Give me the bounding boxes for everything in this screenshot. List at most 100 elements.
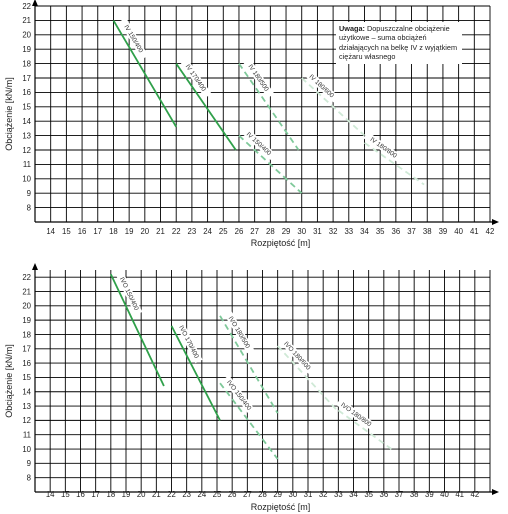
series-label-bg xyxy=(224,311,254,354)
y-tick-label: 21 xyxy=(22,16,31,25)
series-line xyxy=(219,382,279,460)
x-tick-label: 37 xyxy=(407,227,416,236)
y-tick-label: 18 xyxy=(22,330,31,339)
y-tick-label: 15 xyxy=(22,373,31,382)
x-tick-label: 36 xyxy=(392,227,401,236)
y-tick-label: 11 xyxy=(23,431,31,440)
x-tick-label: 18 xyxy=(106,490,115,499)
x-tick-label: 21 xyxy=(152,490,161,499)
note-title: Uwaga: xyxy=(339,24,365,33)
series-line xyxy=(238,63,300,151)
x-tick-label: 40 xyxy=(440,490,449,499)
series-line xyxy=(337,409,392,450)
x-tick-label: 41 xyxy=(470,227,479,236)
x-axis-arrow xyxy=(492,219,499,225)
x-tick-label: 27 xyxy=(243,490,252,499)
x-tick-label: 36 xyxy=(379,490,388,499)
series-label-bg xyxy=(179,57,212,99)
x-tick-label: 38 xyxy=(410,490,419,499)
x-tick-label: 39 xyxy=(439,227,448,236)
y-tick-label: 13 xyxy=(22,131,31,140)
y-tick-label: 16 xyxy=(22,88,31,97)
series-label-bg xyxy=(363,131,404,164)
x-tick-label: 21 xyxy=(156,227,165,236)
series-line xyxy=(219,315,279,414)
x-tick-label: 24 xyxy=(197,490,206,499)
x-axis-arrow xyxy=(492,489,499,495)
x-tick-labels: 14 15 16 17 18 19 20 21 22 23 24 25 26 27 28 29 30 31 32 33… xyxy=(46,490,479,499)
y-tick-label: 8 xyxy=(27,473,31,482)
x-tick-label: 28 xyxy=(266,227,275,236)
y-tick-label: 9 xyxy=(27,189,31,198)
x-tick-label: 24 xyxy=(203,227,212,236)
series-label-bg xyxy=(116,272,143,316)
x-tick-label: 40 xyxy=(454,227,463,236)
y-tick-label: 16 xyxy=(22,359,31,368)
y-tick-label: 13 xyxy=(22,402,31,411)
series-label-bg xyxy=(239,125,278,162)
y-tick-labels: 8 9 10 11 12 13 14 15 16 17 18 19 20 21 22 xyxy=(22,2,31,213)
x-tick-label: 33 xyxy=(344,227,353,236)
x-tick-label: 20 xyxy=(140,227,149,236)
x-tick-label: 15 xyxy=(61,490,70,499)
series-label-bg xyxy=(279,336,316,375)
x-tick-label: 19 xyxy=(125,227,134,236)
y-axis-label: Obciążenie [kN/m] xyxy=(4,77,14,151)
x-tick-label: 18 xyxy=(109,227,118,236)
x-tick-label: 32 xyxy=(329,227,338,236)
series-line xyxy=(175,63,237,151)
y-tick-label: 10 xyxy=(22,175,31,184)
x-tick-label: 14 xyxy=(46,227,55,236)
y-tick-label: 14 xyxy=(22,388,31,397)
axes xyxy=(32,0,499,225)
x-tick-label: 17 xyxy=(91,490,100,499)
axes xyxy=(32,263,499,495)
y-axis-arrow xyxy=(32,263,38,270)
x-tick-label: 14 xyxy=(46,490,55,499)
y-tick-label: 15 xyxy=(22,103,31,112)
y-tick-label: 20 xyxy=(22,31,31,40)
series-line xyxy=(112,19,177,128)
y-tick-label: 17 xyxy=(22,345,31,354)
grid xyxy=(34,270,491,493)
y-tick-label: 14 xyxy=(22,117,31,126)
x-tick-label: 16 xyxy=(76,490,85,499)
x-tick-label: 38 xyxy=(423,227,432,236)
x-tick-label: 20 xyxy=(137,490,146,499)
y-tick-label: 9 xyxy=(27,459,31,468)
y-axis-label: Obciążenie [kN/m] xyxy=(4,344,14,418)
y-tick-label: 10 xyxy=(22,445,31,454)
x-tick-label: 15 xyxy=(62,227,71,236)
x-tick-label: 29 xyxy=(273,490,282,499)
x-tick-label: 27 xyxy=(250,227,259,236)
series-label-bg xyxy=(302,68,341,104)
series-label-bg xyxy=(335,398,377,431)
series-label-bg xyxy=(242,57,275,99)
series-line xyxy=(363,142,425,186)
x-tick-label: 35 xyxy=(376,227,385,236)
y-tick-label: 19 xyxy=(22,45,31,54)
x-tick-label: 16 xyxy=(78,227,87,236)
x-tick-label: 30 xyxy=(297,227,306,236)
chart-2: 14 15 16 17 18 19 20 21 22 23 24 25 26 27 28 29 30 31 32 33… xyxy=(4,263,499,512)
series-label: IVO 180/800 xyxy=(339,401,372,428)
note-box: Uwaga: Dopuszczalne obciążenie użytkowe … xyxy=(336,22,462,64)
y-tick-label: 22 xyxy=(22,2,31,11)
x-tick-label: 35 xyxy=(364,490,373,499)
y-axis-arrow xyxy=(32,0,38,6)
x-tick-label: 28 xyxy=(258,490,267,499)
series-line xyxy=(238,134,303,194)
y-tick-label: 19 xyxy=(22,316,31,325)
x-tick-label: 17 xyxy=(93,227,102,236)
x-tick-label: 26 xyxy=(228,490,237,499)
x-tick-label: 42 xyxy=(470,490,479,499)
series-line xyxy=(110,273,165,387)
x-tick-label: 33 xyxy=(334,490,343,499)
x-tick-label: 37 xyxy=(395,490,404,499)
x-tick-label: 39 xyxy=(425,490,434,499)
x-tick-label: 42 xyxy=(486,227,495,236)
x-tick-label: 25 xyxy=(219,227,228,236)
y-tick-label: 11 xyxy=(23,160,31,169)
